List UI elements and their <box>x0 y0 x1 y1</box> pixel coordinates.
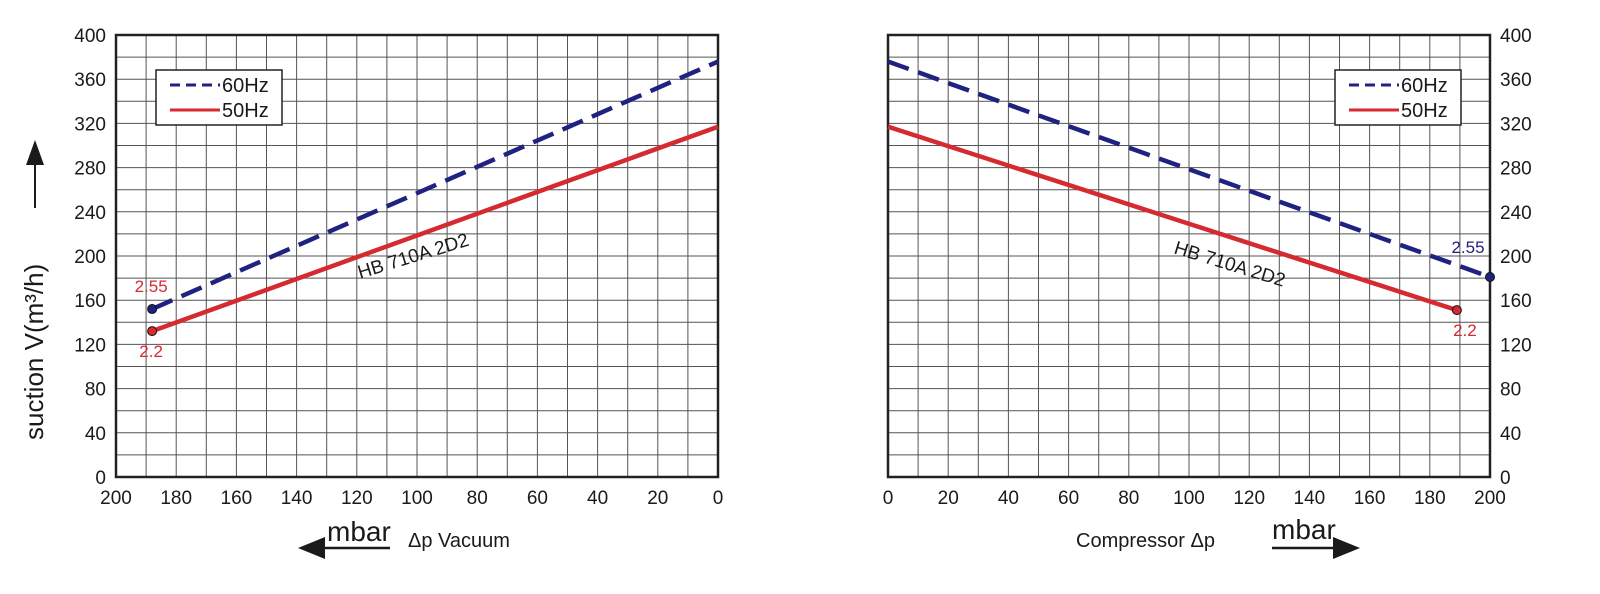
legend-label-50hz: 50Hz <box>1401 100 1448 122</box>
y-tick-label: 40 <box>1500 424 1521 445</box>
plot-frame <box>886 33 1492 479</box>
y-tick-label: 320 <box>1500 114 1532 135</box>
endpoint-label-50hz: 2.2 <box>139 342 163 361</box>
series-line-50hz <box>887 124 1458 313</box>
x-tick-label: 80 <box>1118 488 1139 509</box>
x-tick-label: 140 <box>281 488 313 509</box>
x-tick-label: 60 <box>527 488 548 509</box>
x-tick-label: 0 <box>883 488 894 509</box>
x-tick-label: 60 <box>1058 488 1079 509</box>
endpoint-label-60hz: 2.55 <box>135 277 168 296</box>
legend-label-60hz: 60Hz <box>222 75 269 97</box>
y-tick-label: 360 <box>74 70 106 91</box>
y-tick-label: 240 <box>1500 203 1532 224</box>
y-axis-arrow <box>26 140 44 208</box>
legend-label-50hz: 50Hz <box>222 100 269 122</box>
y-tick-label: 200 <box>1500 247 1532 268</box>
x-tick-label: 160 <box>1354 488 1386 509</box>
y-tick-label: 280 <box>74 159 106 180</box>
y-tick-label: 200 <box>74 247 106 268</box>
y-tick-label: 80 <box>85 380 106 401</box>
series-line-50hz <box>151 124 719 334</box>
vacuum-arrow-head <box>298 537 325 559</box>
x-tick-label: 40 <box>587 488 608 509</box>
y-tick-labels: 0 40 80 120 160 200 240 280 320 360 400 <box>74 26 106 489</box>
compressor-unit-group: Compressor Δp mbar <box>1076 514 1360 559</box>
legend: 60Hz 50Hz <box>1334 69 1462 126</box>
y-axis-label: suction V(m³/h) <box>19 264 49 440</box>
y-tick-label: 40 <box>85 424 106 445</box>
x-tick-label: 120 <box>341 488 373 509</box>
x-tick-labels: 200 180 160 140 120 100 80 60 40 20 0 <box>100 488 723 509</box>
y-tick-label: 120 <box>1500 335 1532 356</box>
y-tick-labels: 0 40 80 120 160 200 240 280 320 360 400 <box>1500 26 1532 489</box>
x-tick-labels: 0 20 40 60 80 100 120 140 160 180 200 <box>883 488 1506 509</box>
x-tick-label: 180 <box>1414 488 1446 509</box>
x-tick-label: 0 <box>713 488 724 509</box>
compressor-chart: 0 20 40 60 80 100 120 140 160 180 2000408012016020… <box>883 26 1532 509</box>
y-tick-label: 280 <box>1500 159 1532 180</box>
x-tick-label: 200 <box>100 488 132 509</box>
endpoint-label-60hz: 2.55 <box>1451 238 1484 257</box>
legend: 60Hz 50Hz <box>155 69 283 126</box>
y-tick-label: 400 <box>74 26 106 47</box>
x-tick-label: 20 <box>938 488 959 509</box>
x-tick-label: 40 <box>998 488 1019 509</box>
y-tick-label: 360 <box>1500 70 1532 91</box>
x-tick-label: 160 <box>221 488 253 509</box>
endpoint-marker-60hz <box>147 304 158 315</box>
vacuum-chart: 200 180 160 140 120 100 80 60 40 20 00408012016020… <box>74 26 723 509</box>
x-tick-label: 100 <box>401 488 433 509</box>
x-tick-label: 100 <box>1173 488 1205 509</box>
x-tick-label: 80 <box>467 488 488 509</box>
legend-label-60hz: 60Hz <box>1401 75 1448 97</box>
y-tick-label: 0 <box>95 468 106 489</box>
x-tick-label: 200 <box>1474 488 1506 509</box>
vacuum-unit-group: mbar Δp Vacuum <box>298 516 510 559</box>
series-line-60hz <box>151 59 719 312</box>
plot-frame <box>114 33 720 479</box>
x-tick-label: 180 <box>160 488 192 509</box>
y-tick-label: 80 <box>1500 380 1521 401</box>
compressor-unit-label: mbar <box>1272 514 1336 545</box>
compressor-axis-label: Compressor Δp <box>1076 530 1215 552</box>
series-line-60hz <box>887 59 1491 280</box>
endpoint-marker-50hz <box>147 326 158 337</box>
endpoint-marker-50hz <box>1451 305 1462 316</box>
compressor-arrow-head <box>1333 537 1360 559</box>
y-tick-label: 400 <box>1500 26 1532 47</box>
x-tick-label: 120 <box>1233 488 1265 509</box>
endpoint-marker-60hz <box>1485 271 1495 282</box>
legend-box <box>155 69 283 126</box>
vacuum-unit-label: mbar <box>327 516 391 547</box>
x-tick-label: 20 <box>647 488 668 509</box>
endpoint-label-50hz: 2.2 <box>1453 321 1477 340</box>
y-tick-label: 160 <box>1500 291 1532 312</box>
x-tick-label: 140 <box>1294 488 1326 509</box>
y-tick-label: 160 <box>74 291 106 312</box>
vacuum-axis-label: Δp Vacuum <box>408 530 510 552</box>
y-tick-label: 320 <box>74 114 106 135</box>
y-tick-label: 120 <box>74 335 106 356</box>
legend-box <box>1334 69 1462 126</box>
y-tick-label: 0 <box>1500 468 1511 489</box>
y-tick-label: 240 <box>74 203 106 224</box>
